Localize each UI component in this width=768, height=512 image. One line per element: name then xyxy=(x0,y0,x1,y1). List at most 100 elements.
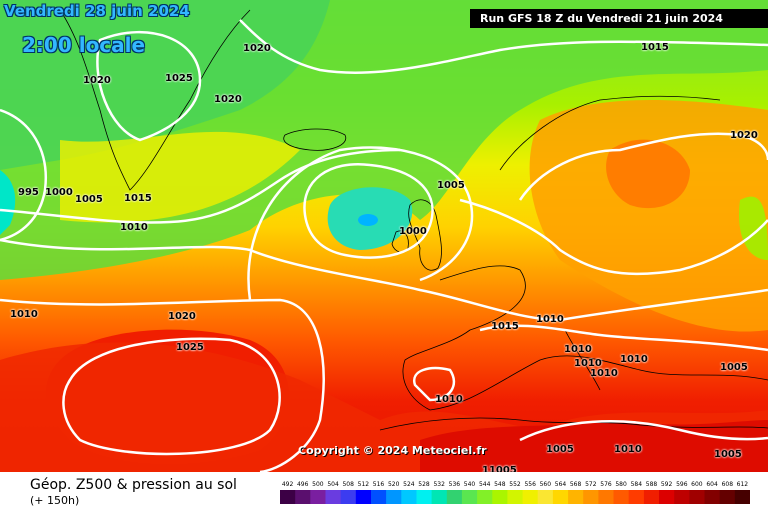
scale-swatch xyxy=(355,490,372,504)
north-africa-red xyxy=(420,420,768,472)
scale-swatch xyxy=(552,490,569,504)
scale-tick-label: 508 xyxy=(342,481,354,488)
cyan-low-west xyxy=(0,170,16,235)
isobar-label: 1005 xyxy=(75,194,103,205)
isobar-label: 1010 xyxy=(564,344,592,355)
isobar-south-1005 xyxy=(519,420,768,442)
scale-tick-label: 512 xyxy=(358,481,370,488)
isobar-1020 xyxy=(0,298,325,472)
scale-tick-label: 528 xyxy=(418,481,430,488)
scale-swatch xyxy=(568,490,584,504)
isobar-label: 1010 xyxy=(435,394,463,405)
isobar-label: 1020 xyxy=(83,75,111,86)
scale-swatch xyxy=(674,490,690,504)
isobar-label: 1000 xyxy=(399,226,427,237)
isobar-label: 1010 xyxy=(574,358,602,369)
europe-coast xyxy=(402,265,768,411)
isobar-label: 1010 xyxy=(614,444,642,455)
isobar-label: 995 xyxy=(18,187,39,198)
scale-swatch xyxy=(643,490,660,504)
scale-tick-label: 600 xyxy=(691,481,703,488)
scale-swatch xyxy=(522,490,539,504)
isobar-scandinavia xyxy=(518,132,768,201)
scale-tick-label: 568 xyxy=(570,481,582,488)
forecast-lead: (+ 150h) xyxy=(30,494,80,507)
isobar-label: 1010 xyxy=(620,354,648,365)
scale-tick-label: 544 xyxy=(479,481,491,488)
scale-swatch xyxy=(446,490,463,504)
light-green-field xyxy=(0,0,330,170)
scale-swatch xyxy=(401,490,417,504)
scale-tick-label: 516 xyxy=(373,481,385,488)
isobar-europe-1010 xyxy=(479,324,768,352)
run-info-bar: Run GFS 18 Z du Vendredi 21 juin 2024 xyxy=(470,9,768,28)
scale-tick-label: 552 xyxy=(509,481,521,488)
isobar-label: 1015 xyxy=(124,193,152,204)
scale-swatch xyxy=(431,490,448,504)
scale-swatch xyxy=(461,490,478,504)
iceland-coast xyxy=(283,128,347,151)
isobar-low-centre xyxy=(303,162,434,259)
weather-map xyxy=(0,0,768,472)
isobar-label: 1005 xyxy=(714,449,742,460)
isobar-north-1020 xyxy=(239,19,768,74)
scale-swatch xyxy=(371,490,387,504)
isobar-1010-north xyxy=(0,148,401,224)
scale-tick-label: 572 xyxy=(585,481,597,488)
scale-swatch xyxy=(295,490,311,504)
scale-tick-label: 604 xyxy=(706,481,718,488)
ireland-coast xyxy=(391,230,409,253)
isobar-1015-main xyxy=(0,238,768,322)
isobar-greenland-low xyxy=(0,108,48,242)
scale-tick-label: 592 xyxy=(661,481,673,488)
scale-swatch xyxy=(734,490,750,504)
forecast-date: Vendredi 28 juin 2024 xyxy=(4,2,190,20)
isobar-label: 1025 xyxy=(176,342,204,353)
isobar-label: 1015 xyxy=(641,42,669,53)
color-scale: 492 496 500 504 508 512 516 520 524 528 532 536 540 5… xyxy=(280,481,750,504)
copyright-notice: Copyright © 2024 Meteociel.fr xyxy=(298,444,487,457)
scale-swatch xyxy=(719,490,736,504)
scale-tick-label: 500 xyxy=(312,481,324,488)
dark-orange-scandinavia xyxy=(606,139,690,209)
italy-coast xyxy=(564,329,601,391)
scale-tick-label: 596 xyxy=(676,481,688,488)
isobars xyxy=(0,19,768,472)
scale-swatch xyxy=(598,490,615,504)
isobar-label: 11005 xyxy=(482,465,517,476)
scale-swatch xyxy=(310,490,326,504)
isobar-label: 1010 xyxy=(10,309,38,320)
chart-title: Géop. Z500 & pression au sol xyxy=(30,477,237,493)
isobar-label: 1010 xyxy=(590,368,618,379)
yellow-band-north xyxy=(60,131,300,223)
scale-swatch xyxy=(386,490,402,504)
scale-swatch xyxy=(492,490,508,504)
isobar-label: 1020 xyxy=(214,94,242,105)
isobar-low-outer xyxy=(247,146,474,301)
scale-swatch xyxy=(689,490,706,504)
scale-swatch xyxy=(537,490,554,504)
greenland-coast xyxy=(59,9,251,191)
scale-swatch xyxy=(280,490,296,504)
scale-tick-label: 584 xyxy=(631,481,643,488)
scale-tick-label: 540 xyxy=(464,481,476,488)
isobar-label: 1010 xyxy=(536,314,564,325)
isobar-greenland-high xyxy=(96,31,202,142)
scale-tick-label: 560 xyxy=(540,481,552,488)
scale-tick-label: 608 xyxy=(722,481,734,488)
scale-tick-label: 576 xyxy=(600,481,612,488)
scale-tick-label: 524 xyxy=(403,481,415,488)
scale-swatch xyxy=(416,490,433,504)
scale-tick-label: 496 xyxy=(297,481,309,488)
scale-swatch xyxy=(704,490,721,504)
scale-tick-label: 504 xyxy=(327,481,339,488)
isobar-label: 1020 xyxy=(243,43,271,54)
scale-swatch xyxy=(340,490,357,504)
scale-swatch xyxy=(628,490,645,504)
isobar-label: 1000 xyxy=(45,187,73,198)
scale-tick-label: 492 xyxy=(282,481,294,488)
local-time: 2:00 locale xyxy=(22,33,146,57)
isobar-label: 1005 xyxy=(720,362,748,373)
scale-swatch xyxy=(613,490,630,504)
